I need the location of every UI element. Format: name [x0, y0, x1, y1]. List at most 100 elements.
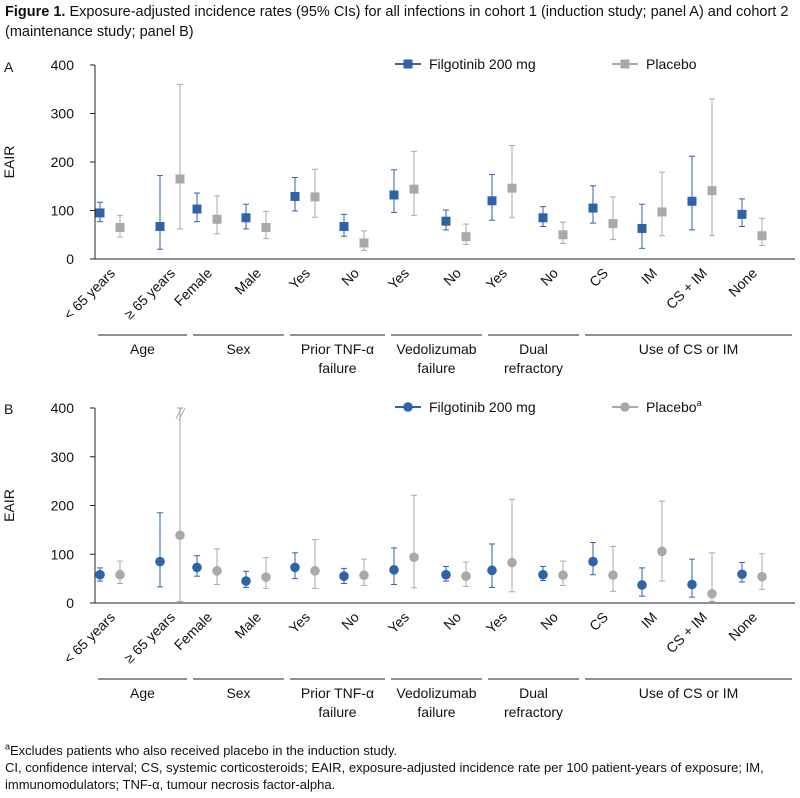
data-point: [115, 569, 125, 580]
group-label: Dual: [519, 685, 548, 701]
x-tick-label: Yes: [483, 265, 510, 292]
x-tick-label: No: [440, 265, 464, 289]
group-label: failure: [318, 704, 356, 720]
data-point: [409, 184, 419, 194]
data-point: [588, 203, 598, 213]
data-point: [737, 569, 747, 580]
data-point: [389, 190, 399, 200]
data-point: [608, 219, 618, 229]
x-tick-label: None: [725, 609, 760, 644]
y-tick-label: 200: [51, 154, 75, 170]
x-tick-label: Female: [171, 265, 215, 309]
group-label: Dual: [519, 341, 548, 357]
figure-caption: Figure 1. Exposure-adjusted incidence ra…: [5, 2, 795, 42]
y-axis-label: EAIR: [1, 146, 17, 179]
data-point: [339, 571, 349, 581]
legend-label: Filgotinib 200 mg: [429, 399, 536, 415]
panel-letter: B: [4, 401, 13, 417]
x-tick-label: IM: [638, 265, 660, 287]
group-label: Use of CS or IM: [639, 341, 739, 357]
legend-label: Filgotinib 200 mg: [429, 56, 536, 72]
panel-b: B EAIR 0 100 200 300 400 < 65 years ≥ 65 yearsFe…: [1, 398, 795, 720]
data-point: [155, 556, 165, 567]
figure-label: Figure 1.: [5, 4, 66, 20]
data-point: [608, 570, 618, 581]
series-placebo: [115, 407, 767, 603]
x-tick-label: CS: [586, 265, 611, 290]
y-axis-label: EAIR: [1, 489, 17, 522]
data-point: [359, 570, 369, 581]
data-point: [487, 565, 497, 576]
data-point: [95, 569, 105, 580]
group-label: Use of CS or IM: [639, 685, 739, 701]
x-tick-label: No: [440, 609, 464, 633]
x-tick-label: Female: [171, 609, 215, 653]
data-point: [687, 579, 697, 590]
group-label: failure: [318, 360, 356, 376]
data-point: [687, 196, 697, 206]
data-point: [290, 562, 300, 573]
data-point: [538, 213, 548, 223]
x-tick-label: ≥ 65 years: [121, 265, 178, 322]
x-tick-label: Yes: [385, 265, 412, 292]
y-tick-label: 100: [51, 203, 75, 219]
data-point: [737, 209, 747, 219]
data-point: [757, 231, 767, 241]
data-point: [241, 576, 251, 586]
group-label: Vedolizumab: [396, 341, 476, 357]
figure-caption-text: Exposure-adjusted incidence rates (95% C…: [5, 4, 789, 40]
y-tick-label: 300: [51, 449, 75, 465]
data-point: [707, 186, 717, 196]
x-tick-label: Male: [231, 609, 264, 642]
data-point: [290, 191, 300, 201]
footnote-abbreviations: CI, confidence interval; CS, systemic co…: [5, 760, 764, 792]
x-tick-label: CS + IM: [663, 265, 710, 312]
legend-label: Placebo: [646, 56, 697, 72]
x-tick-label: Yes: [286, 609, 313, 636]
axis-break-mark: [175, 406, 183, 420]
data-point: [115, 222, 125, 232]
legend-marker: [403, 402, 413, 412]
x-tick-label: No: [537, 265, 561, 289]
x-tick-label: None: [725, 265, 760, 300]
data-point: [359, 238, 369, 248]
footnote-a-text: Excludes patients who also received plac…: [10, 743, 398, 758]
x-tick-label: CS: [586, 609, 611, 634]
group-label: Age: [130, 685, 155, 701]
series-placebo: [115, 83, 767, 251]
data-point: [175, 530, 185, 541]
y-tick-label: 100: [51, 546, 75, 562]
data-point: [441, 216, 451, 226]
data-point: [657, 207, 667, 217]
legend-marker: [620, 402, 630, 412]
x-tick-label: No: [338, 609, 362, 633]
data-point: [441, 569, 451, 580]
data-point: [588, 556, 598, 567]
group-label: failure: [417, 704, 455, 720]
group-label: Prior TNF-α: [301, 685, 374, 701]
data-point: [192, 204, 202, 214]
x-tick-label: < 65 years: [60, 265, 118, 323]
data-point: [538, 569, 548, 580]
series-filgotinib: [95, 512, 747, 598]
legend-superscript: a: [697, 398, 702, 408]
data-point: [241, 213, 251, 223]
legend: Filgotinib 200 mg Placebo: [395, 56, 697, 72]
axis-break-mark: [178, 407, 186, 421]
data-point: [558, 230, 568, 240]
group-label: Prior TNF-α: [301, 341, 374, 357]
data-point: [657, 546, 667, 557]
group-label: Sex: [226, 685, 250, 701]
x-tick-label: Yes: [385, 609, 412, 636]
data-point: [757, 571, 767, 582]
data-point: [707, 588, 717, 599]
series-filgotinib: [95, 155, 747, 250]
x-tick-label: ≥ 65 years: [121, 609, 178, 666]
data-point: [487, 196, 497, 206]
data-point: [95, 208, 105, 218]
x-tick-label: No: [537, 609, 561, 633]
data-point: [155, 222, 165, 232]
data-point: [339, 222, 349, 232]
data-point: [261, 572, 271, 582]
y-tick-label: 400: [51, 57, 75, 73]
